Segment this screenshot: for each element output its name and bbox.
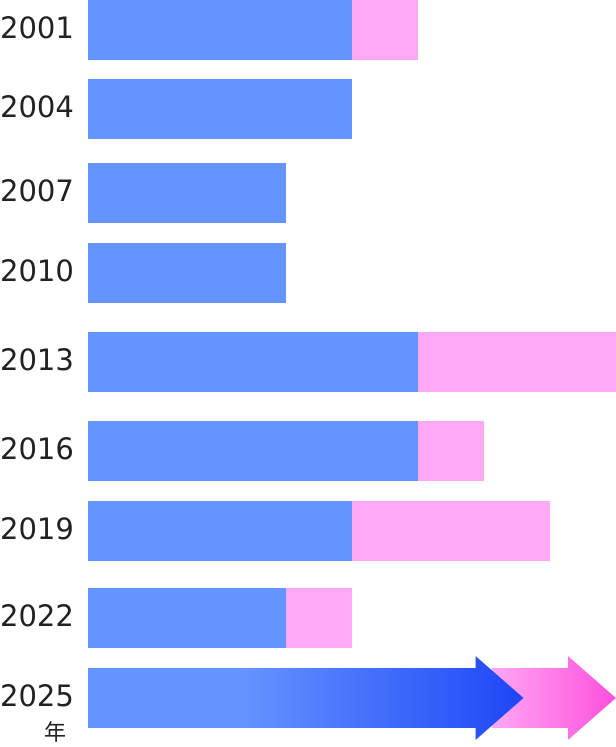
unit-label: 年 (44, 721, 66, 746)
bar-segment (88, 421, 418, 481)
bar-segment (88, 656, 524, 740)
bar-segment (352, 0, 418, 60)
bar-segment (88, 163, 286, 223)
bar-segment (352, 501, 550, 561)
bar-segment (286, 588, 352, 648)
bar-segment (88, 243, 286, 303)
y-tick-label: 2013 (0, 343, 74, 377)
bar-segment (88, 588, 286, 648)
bar-segment (88, 0, 352, 60)
y-tick-label: 2022 (0, 599, 74, 633)
bar-segment (418, 332, 616, 392)
y-tick-label: 2004 (0, 90, 74, 124)
bar-segment (491, 656, 616, 740)
bar-segment (418, 421, 484, 481)
y-tick-label: 2025 (0, 679, 74, 713)
y-tick-label: 2016 (0, 432, 74, 466)
y-tick-label: 2010 (0, 254, 74, 288)
y-tick-label: 2019 (0, 512, 74, 546)
bar-segment (88, 501, 352, 561)
bar-segment (88, 332, 418, 392)
bar-segment (88, 79, 352, 139)
y-tick-label: 2007 (0, 174, 74, 208)
y-tick-label: 2001 (0, 11, 74, 45)
